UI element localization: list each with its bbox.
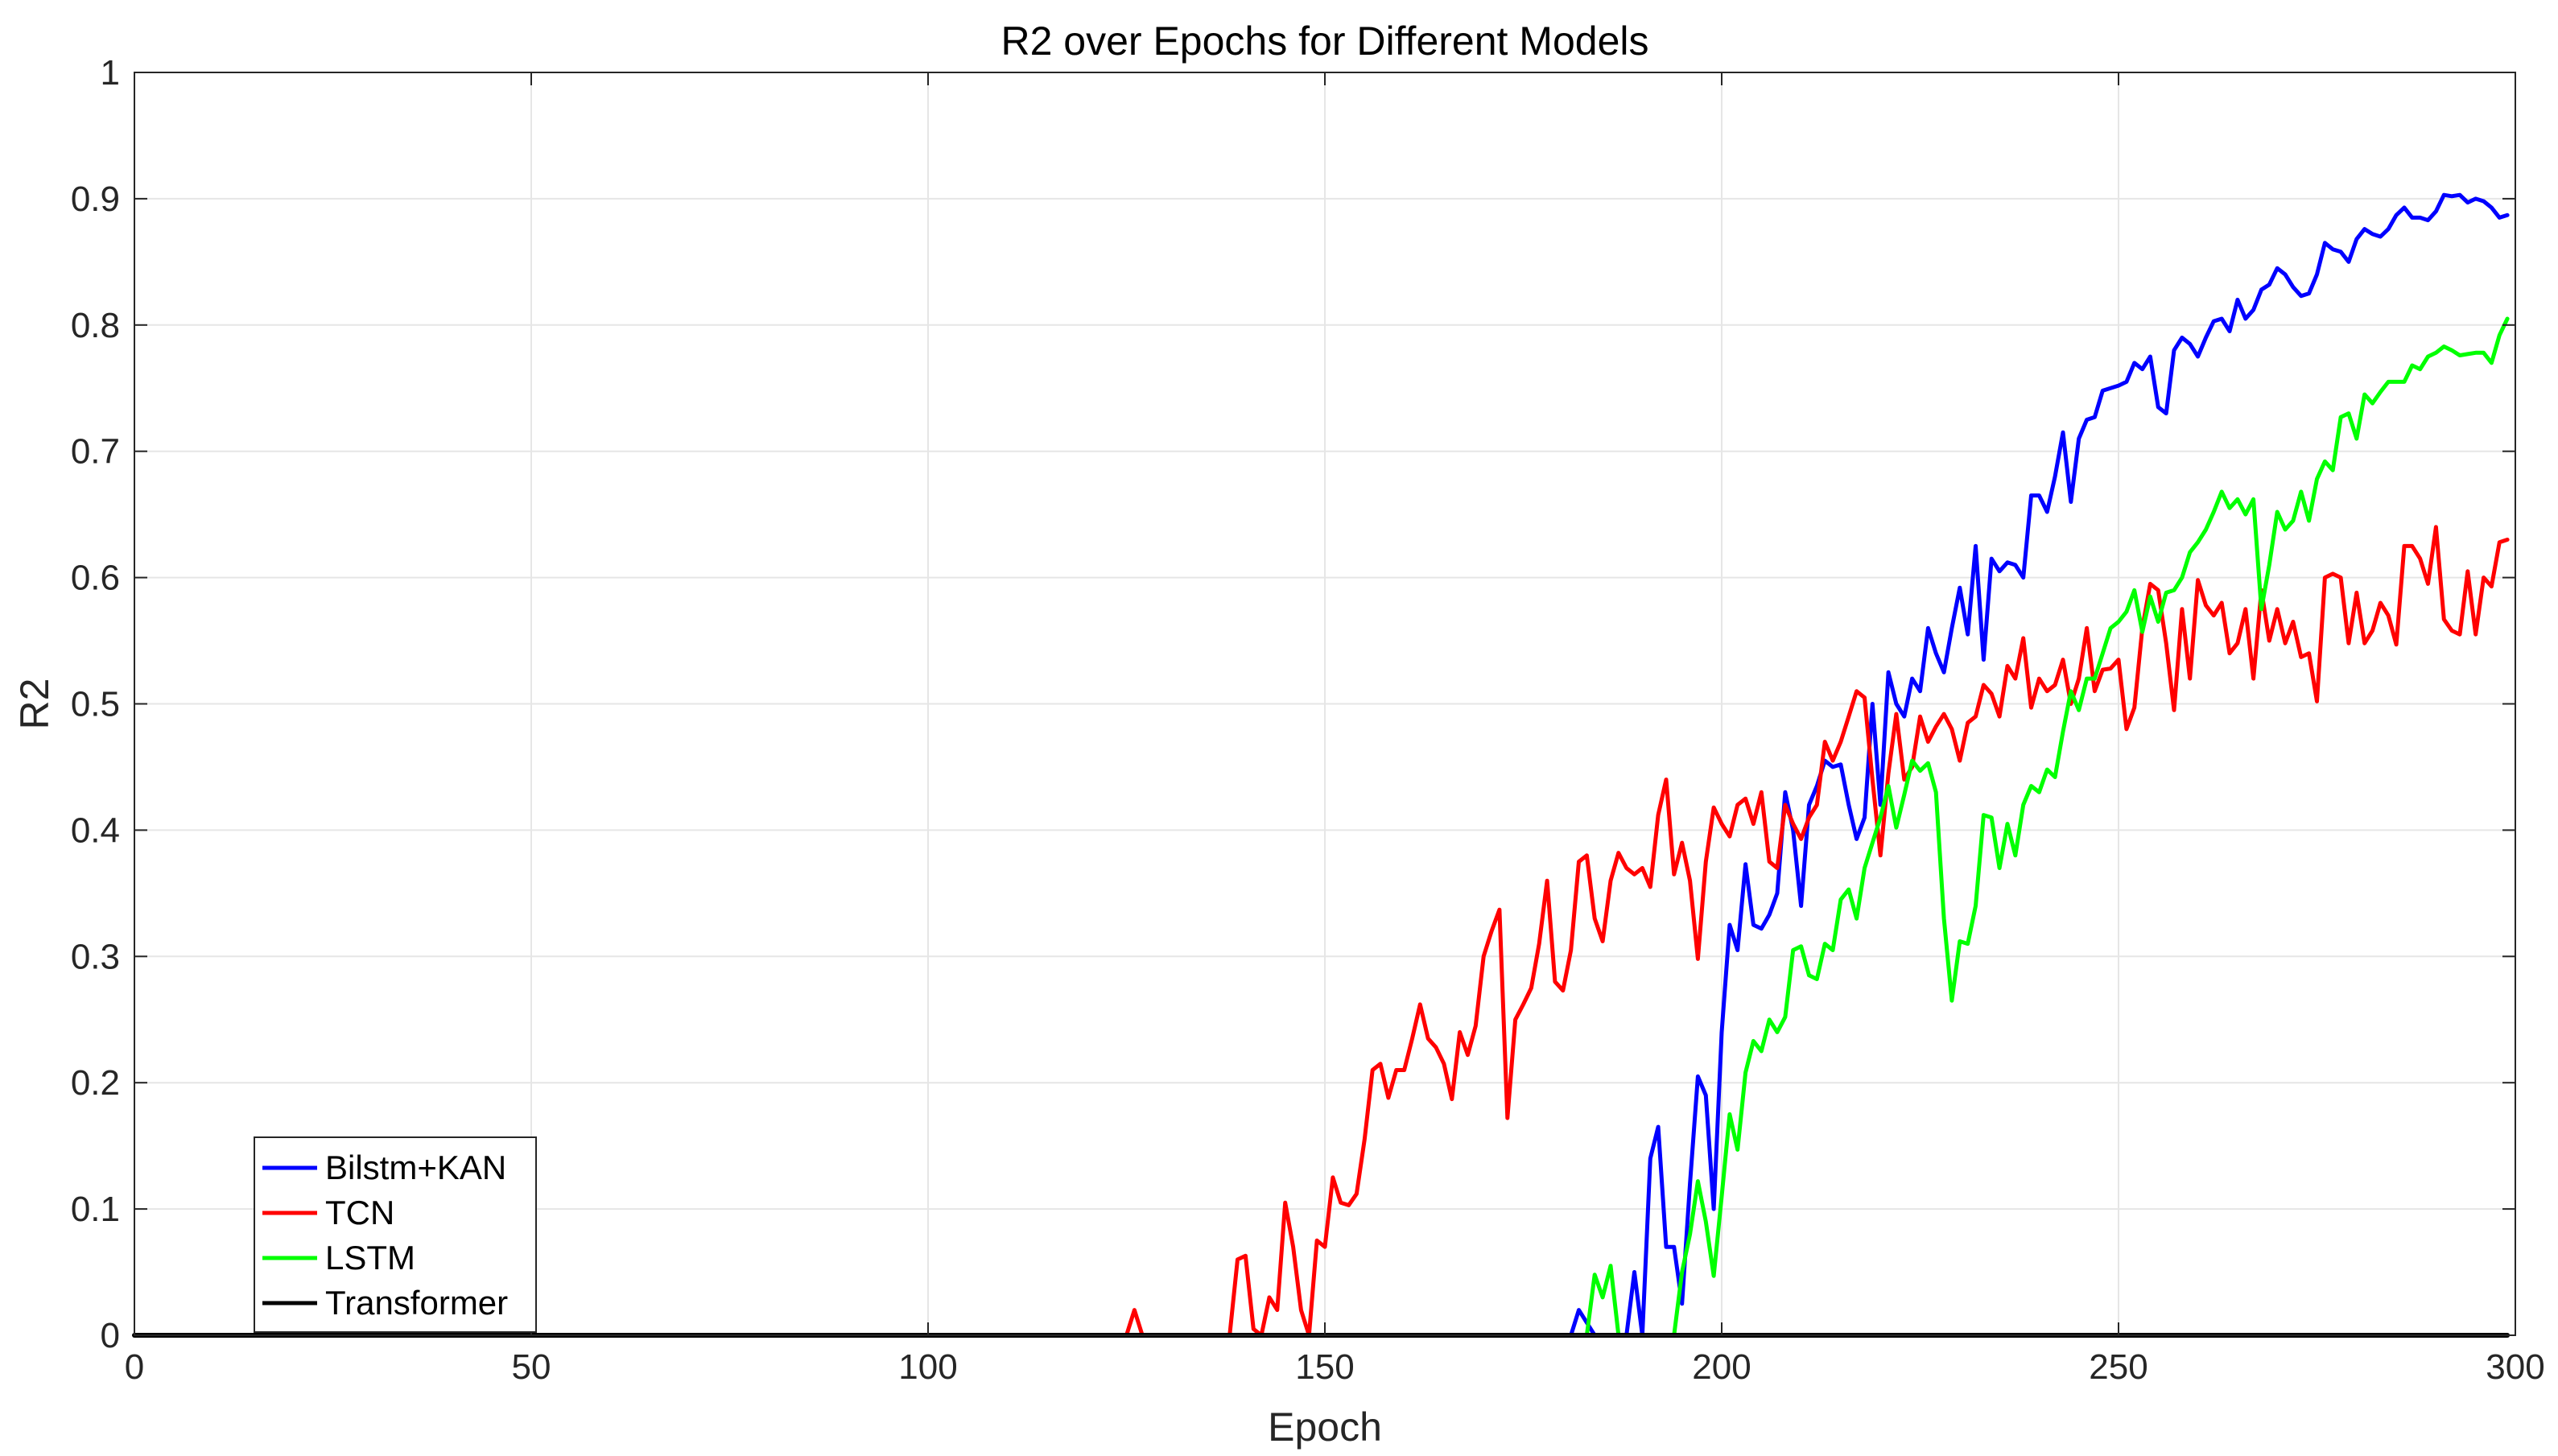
x-axis-label: Epoch [1268, 1404, 1382, 1450]
x-tick-label: 0 [125, 1347, 144, 1387]
y-tick-label: 0.3 [71, 937, 120, 976]
series-line-bilstm-kan [132, 192, 2510, 1338]
x-tick-label: 50 [512, 1347, 551, 1387]
y-tick-label: 0.7 [71, 432, 120, 472]
legend-label-transformer: Transformer [325, 1284, 508, 1322]
legend-label-bilstm-kan: Bilstm+KAN [325, 1149, 506, 1186]
chart-title: R2 over Epochs for Different Models [1001, 19, 1648, 64]
x-tick-label: 150 [1295, 1347, 1354, 1387]
axis-ticks: 0 50 100 150 200 250 300 0 0.1 0.2 0.3 0.4 0.5 0.6 0.7… [71, 53, 2545, 1387]
legend-label-tcn: TCN [325, 1194, 394, 1231]
x-tick-label: 200 [1692, 1347, 1751, 1387]
x-tick-label: 300 [2486, 1347, 2544, 1387]
y-tick-label: 0.2 [71, 1063, 120, 1103]
legend-label-lstm: LSTM [325, 1239, 415, 1277]
series-line-tcn [132, 525, 2510, 1338]
y-tick-label: 0.4 [71, 810, 120, 850]
y-tick-label: 0.5 [71, 685, 120, 724]
y-tick-label: 0.8 [71, 306, 120, 345]
y-tick-label: 1 [101, 53, 120, 93]
y-tick-label: 0 [101, 1316, 120, 1355]
y-tick-label: 0.9 [71, 179, 120, 219]
y-axis-label: R2 [12, 679, 57, 730]
y-tick-label: 0.1 [71, 1190, 120, 1229]
x-tick-label: 100 [898, 1347, 957, 1387]
y-tick-label: 0.6 [71, 559, 120, 598]
legend: Bilstm+KAN TCN LSTM Transformer [254, 1136, 537, 1333]
x-tick-label: 250 [2089, 1347, 2147, 1387]
series-line-lstm [132, 316, 2510, 1338]
